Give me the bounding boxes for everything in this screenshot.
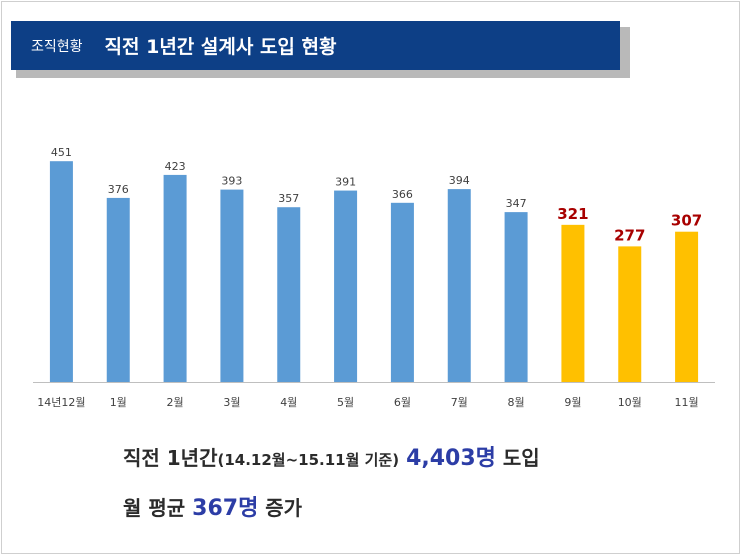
data-label-10: 277 — [614, 226, 645, 244]
data-label-2: 423 — [165, 160, 186, 173]
bar-9 — [561, 224, 585, 382]
data-label-4: 357 — [278, 192, 299, 205]
x-tick-label-1: 1월 — [110, 396, 127, 409]
bar-3 — [220, 189, 244, 382]
title-banner: 조직현황 직전 1년간 설계사 도입 현황 — [11, 21, 620, 70]
summary-line2-prefix: 월 평균 — [123, 496, 186, 520]
x-tick-label-3: 3월 — [223, 396, 240, 409]
data-label-0: 451 — [51, 146, 72, 159]
x-tick-label-0: 14년12월 — [37, 396, 85, 409]
summary-line-1: 직전 1년간(14.12월~15.11월 기준) 4,403명 도입 — [123, 440, 540, 472]
data-label-3: 393 — [221, 175, 242, 188]
data-label-11: 307 — [671, 212, 702, 230]
bar-10 — [618, 246, 642, 382]
bar-8 — [504, 212, 528, 382]
bar-0 — [49, 161, 73, 382]
summary-line1-period: (14.12월~15.11월 기준) — [217, 451, 400, 469]
x-tick-label-6: 6월 — [394, 396, 411, 409]
summary-line2-suffix: 증가 — [265, 496, 303, 520]
banner-category: 조직현황 — [31, 38, 83, 55]
bar-4 — [277, 207, 301, 382]
x-tick-label-11: 11월 — [675, 396, 699, 409]
x-tick-label-5: 5월 — [337, 396, 354, 409]
x-tick-label-7: 7월 — [451, 396, 468, 409]
x-tick-label-2: 2월 — [167, 396, 184, 409]
data-label-5: 391 — [335, 176, 356, 189]
bar-1 — [106, 197, 130, 382]
x-tick-label-10: 10월 — [618, 396, 642, 409]
summary-average-value: 367명 — [192, 496, 259, 521]
summary-line-2: 월 평균 367명 증가 — [123, 490, 302, 522]
data-label-9: 321 — [557, 205, 588, 223]
x-tick-label-9: 9월 — [564, 396, 581, 409]
x-tick-label-8: 8월 — [508, 396, 525, 409]
bar-6 — [390, 202, 414, 382]
bar-11 — [675, 231, 699, 382]
bar-2 — [163, 174, 187, 382]
x-tick-label-4: 4월 — [280, 396, 297, 409]
data-label-6: 366 — [392, 188, 413, 201]
data-label-7: 394 — [449, 174, 470, 187]
page-title: 직전 1년간 설계사 도입 현황 — [104, 36, 337, 58]
summary-total-value: 4,403명 — [406, 446, 496, 471]
data-label-8: 347 — [506, 197, 527, 210]
summary-line1-prefix: 직전 1년간 — [123, 446, 218, 470]
summary-line1-suffix: 도입 — [502, 446, 540, 470]
data-label-1: 376 — [108, 183, 129, 196]
bar-5 — [334, 190, 358, 382]
bar-7 — [447, 189, 471, 382]
